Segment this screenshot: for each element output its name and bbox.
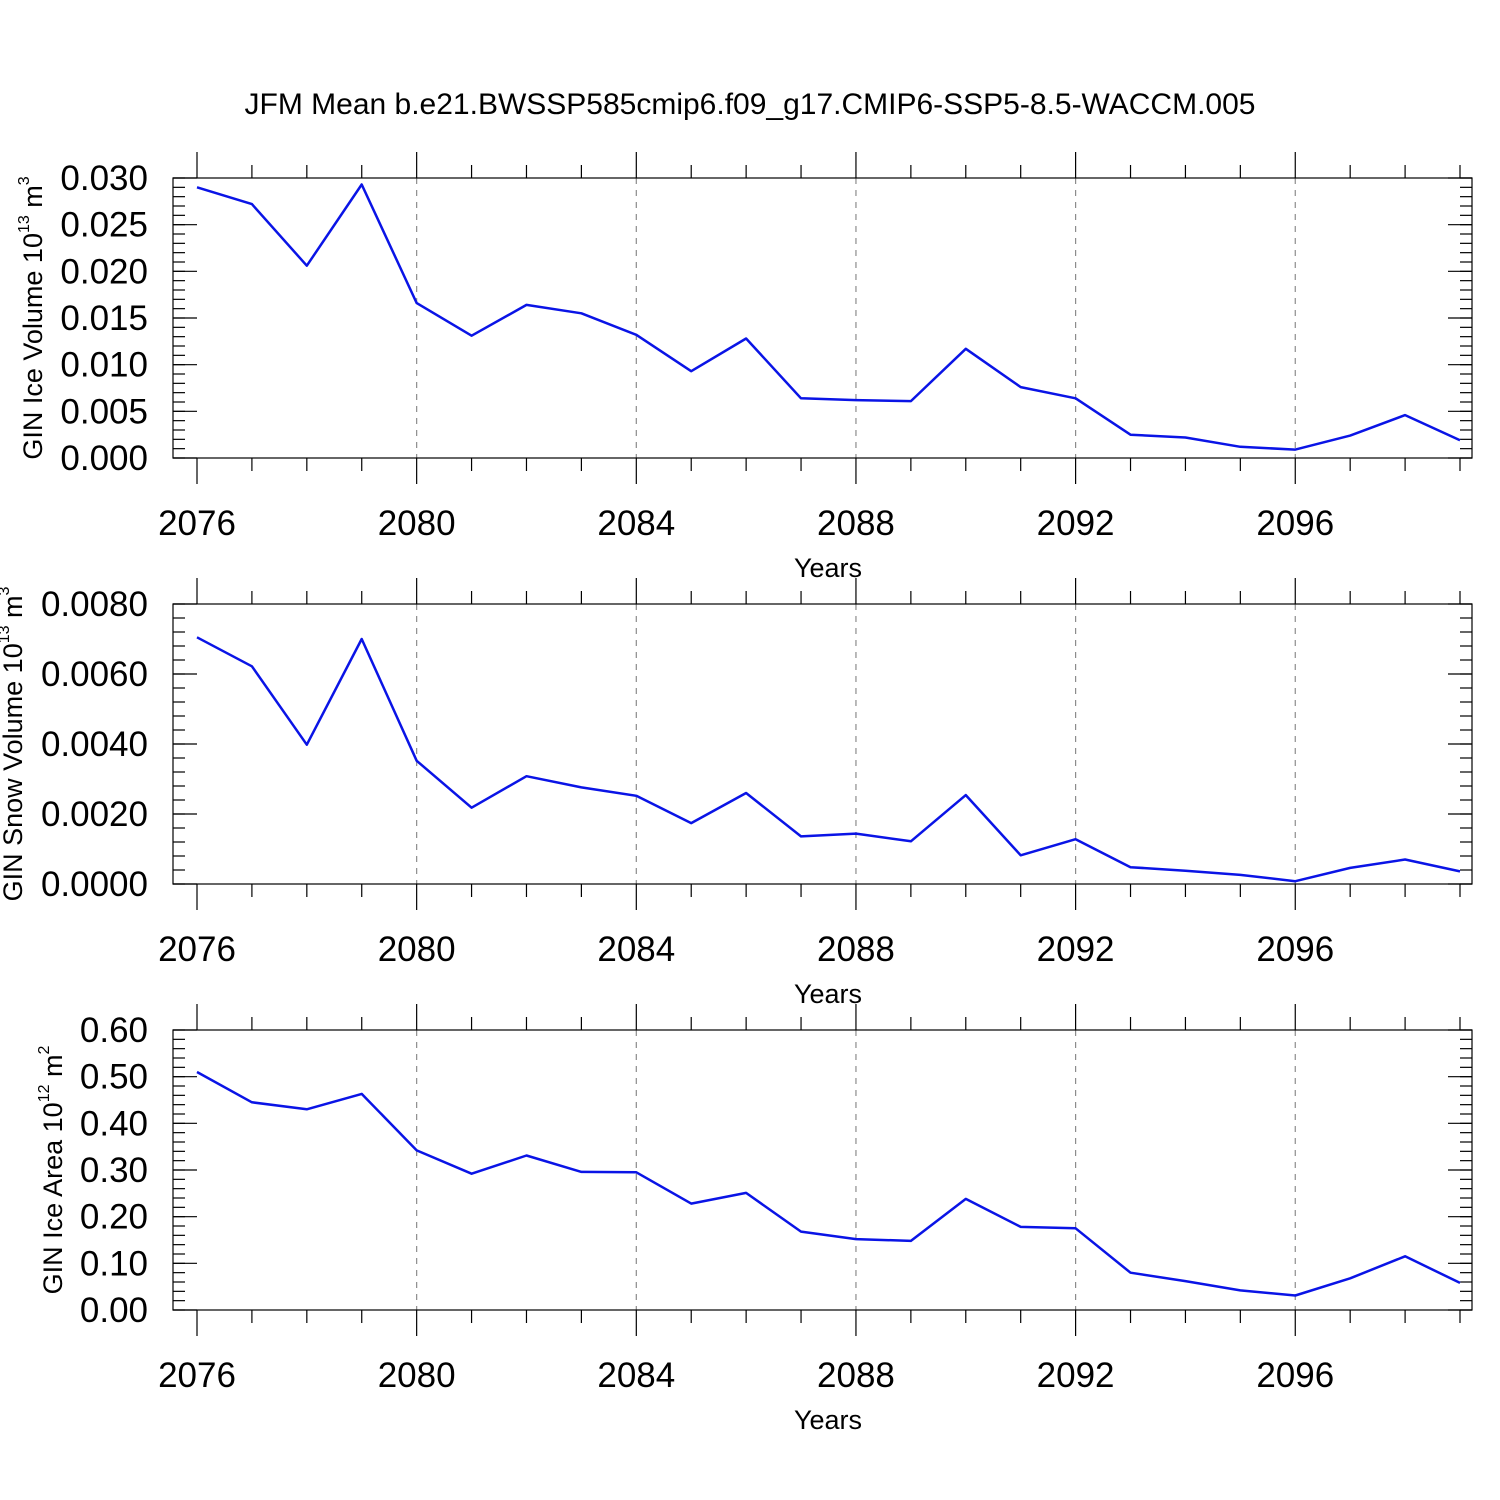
y-tick-label: 0.10: [80, 1244, 148, 1283]
x-tick-label: 2096: [1256, 930, 1334, 969]
y-tick-label: 0.50: [80, 1058, 148, 1097]
x-tick-label: 2080: [378, 504, 456, 543]
data-series-line: [196, 183, 1461, 451]
x-tick-label: 2092: [1037, 930, 1115, 969]
y-tick-label: 0.025: [60, 206, 148, 245]
x-tick-label: 2088: [817, 1356, 895, 1395]
x-tick-label: 2096: [1256, 504, 1334, 543]
x-tick-label: 2088: [817, 504, 895, 543]
y-tick-label: 0.0040: [41, 725, 148, 764]
x-tick-label: 2088: [817, 930, 895, 969]
plot-frame: [172, 603, 1473, 885]
data-series-line: [196, 636, 1461, 883]
x-axis-label: Years: [794, 979, 862, 1009]
x-tick-label: 2092: [1037, 504, 1115, 543]
y-tick-label: 0.020: [60, 252, 148, 291]
chart-title: JFM Mean b.e21.BWSSP585cmip6.f09_g17.CMI…: [245, 88, 1256, 121]
y-tick-label: 0.60: [80, 1011, 148, 1050]
y-axis-label: GIN Ice Area 1012 m2: [36, 1046, 68, 1295]
panel-2: 2076 2080 2084 2088 2092 2096 Years 0.0000 0.002…: [0, 578, 1473, 1009]
plot-frame: [172, 1029, 1473, 1311]
y-tick-label: 0.20: [80, 1198, 148, 1237]
x-tick-label: 2076: [158, 504, 236, 543]
panels: 2076 2080 2084 2088 2092 2096 Years 0.000 0.005 0…: [0, 152, 1473, 1435]
y-tick-label: 0.0080: [41, 585, 148, 624]
x-tick-label: 2084: [597, 504, 675, 543]
y-tick-label: 0.00: [80, 1291, 148, 1330]
panel-1: 2076 2080 2084 2088 2092 2096 Years 0.000 0.005 0…: [16, 152, 1473, 583]
y-tick-label: 0.30: [80, 1151, 148, 1190]
y-tick-label: 0.015: [60, 299, 148, 338]
x-tick-label: 2080: [378, 930, 456, 969]
x-tick-label: 2084: [597, 930, 675, 969]
y-tick-label: 0.030: [60, 159, 148, 198]
x-tick-label: 2084: [597, 1356, 675, 1395]
panel-3: 2076 2080 2084 2088 2092 2096 Years 0.00 0.10 0.2…: [36, 1004, 1473, 1435]
y-tick-label: 0.005: [60, 392, 148, 431]
y-axis-label: GIN Snow Volume 1013 m3: [0, 586, 28, 901]
x-tick-label: 2096: [1256, 1356, 1334, 1395]
x-axis-label: Years: [794, 1405, 862, 1435]
data-series-line: [196, 1070, 1461, 1297]
y-tick-label: 0.40: [80, 1104, 148, 1143]
x-tick-label: 2080: [378, 1356, 456, 1395]
y-tick-label: 0.000: [60, 439, 148, 478]
x-tick-label: 2076: [158, 930, 236, 969]
y-tick-label: 0.0020: [41, 795, 148, 834]
y-tick-label: 0.010: [60, 346, 148, 385]
y-tick-label: 0.0000: [41, 865, 148, 904]
x-tick-label: 2076: [158, 1356, 236, 1395]
plot-frame: [172, 177, 1473, 459]
y-axis-label: GIN Ice Volume 1013 m3: [16, 176, 48, 459]
x-axis-label: Years: [794, 553, 862, 583]
y-tick-label: 0.0060: [41, 655, 148, 694]
x-tick-label: 2092: [1037, 1356, 1115, 1395]
